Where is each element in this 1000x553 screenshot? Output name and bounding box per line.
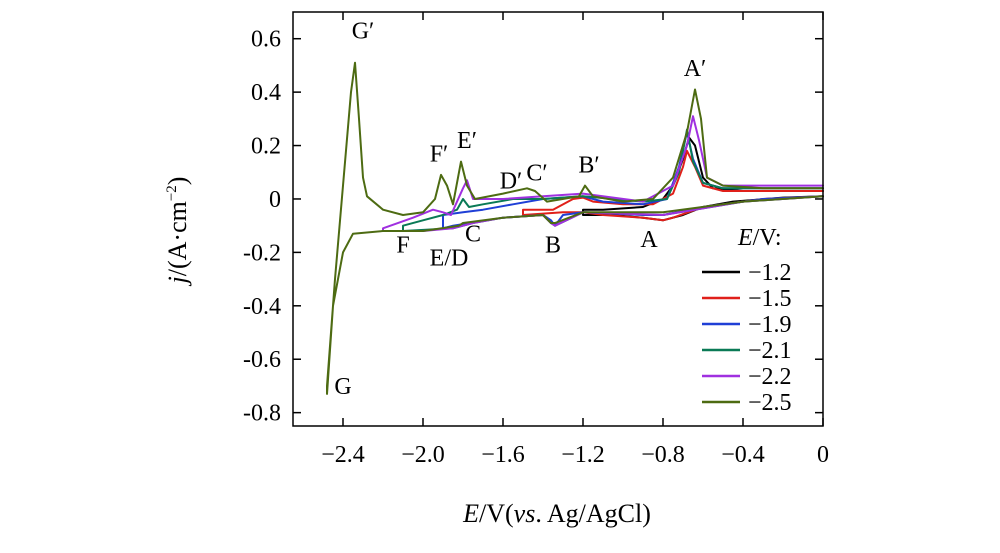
x-tick-label: 0 <box>817 442 829 468</box>
y-tick-label: -0.6 <box>243 347 281 373</box>
y-axis-title: j/(A·cm−2) <box>163 177 192 287</box>
peak-label: E′ <box>457 128 477 154</box>
peak-label: F′ <box>430 142 449 168</box>
x-axis-title: E/V(vs. Ag/AgCl) <box>462 499 651 528</box>
plot-frame <box>292 11 824 427</box>
peak-label: C′ <box>526 160 547 186</box>
peak-label: D′ <box>500 168 523 194</box>
legend-label: −2.1 <box>748 338 792 364</box>
peak-label: A <box>640 227 658 253</box>
y-tick-label: 0.4 <box>251 80 281 106</box>
peak-label: C <box>465 222 481 248</box>
legend-title: E/V: <box>737 225 782 251</box>
peak-label: E/D <box>430 246 469 272</box>
x-tick-label: −2.0 <box>401 442 445 468</box>
peak-label: G <box>334 374 351 400</box>
peak-label: B <box>545 232 561 258</box>
legend-label: −1.5 <box>748 286 792 312</box>
legend-label: −1.2 <box>748 260 792 286</box>
x-tick-label: −2.4 <box>321 442 365 468</box>
x-tick-label: −1.6 <box>481 442 525 468</box>
peak-label: B′ <box>578 152 599 178</box>
legend-label: −2.2 <box>748 364 792 390</box>
y-tick-label: -0.4 <box>243 294 281 320</box>
series-line-6 <box>326 61 824 395</box>
tick-labels: −2.4 −2.0 −1.6 −1.2 −0.8 −0.4 0 0.6 0.4 0.2 0 -0.2 -… <box>243 27 829 468</box>
peak-annotations: G′ G F′ E′ D′ C′ B′ A′ F E/DC B A <box>334 19 706 400</box>
x-tick-label: −0.8 <box>641 442 685 468</box>
legend-label: −2.5 <box>748 390 792 416</box>
legend: E/V: −1.2−1.5−1.9−2.1−2.2−2.5 <box>702 225 792 416</box>
peak-label: F <box>396 232 409 258</box>
x-tick-label: −1.2 <box>561 442 605 468</box>
x-tick-label: −0.4 <box>721 442 765 468</box>
y-tick-label: 0.2 <box>251 134 281 160</box>
y-tick-label: -0.2 <box>243 240 281 266</box>
data-series <box>326 61 824 395</box>
y-tick-label: 0.6 <box>251 27 281 53</box>
y-tick-label: 0 <box>269 187 281 213</box>
peak-label: G′ <box>352 19 375 45</box>
peak-label: A′ <box>684 56 707 82</box>
y-tick-label: -0.8 <box>243 401 281 427</box>
legend-items: −1.2−1.5−1.9−2.1−2.2−2.5 <box>702 260 792 416</box>
legend-label: −1.9 <box>748 312 792 338</box>
